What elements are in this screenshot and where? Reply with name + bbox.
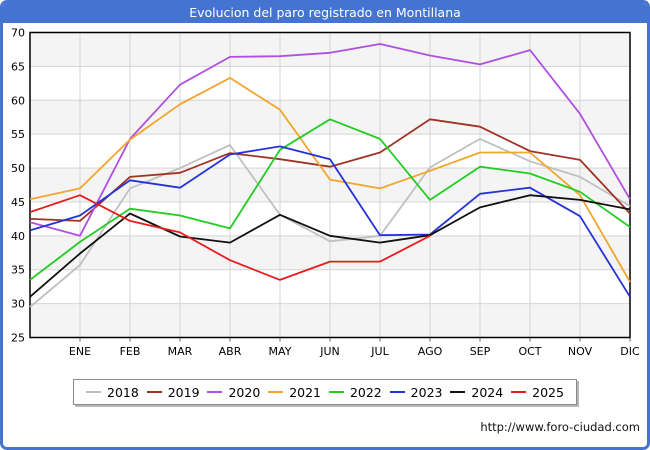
- x-tick-label: JUN: [319, 345, 340, 358]
- legend: 2018 2019 2020 2021 2022 2023 2024 2025: [73, 379, 577, 405]
- legend-label: 2019: [167, 384, 200, 400]
- legend-swatch: [511, 391, 527, 393]
- y-tick-label: 60: [11, 94, 25, 107]
- series-line-2021: [29, 77, 631, 283]
- legend-item-2022: 2022: [328, 384, 382, 400]
- legend-swatch: [268, 391, 284, 393]
- x-tick-label: OCT: [518, 345, 541, 358]
- legend-swatch: [450, 391, 466, 393]
- y-tick-label: 70: [11, 27, 25, 40]
- legend-item-2018: 2018: [86, 385, 139, 400]
- series-line-2018: [29, 137, 631, 308]
- x-tick-label: MAR: [168, 345, 193, 358]
- y-tick-label: 50: [11, 162, 25, 175]
- legend-item-2024: 2024: [450, 385, 503, 400]
- y-tick-label: 40: [11, 230, 25, 243]
- legend-swatch: [86, 391, 101, 393]
- plot-frame: [29, 31, 631, 339]
- series-line-2019: [29, 118, 631, 222]
- legend-label: 2020: [228, 384, 261, 400]
- legend-swatch: [146, 391, 162, 393]
- y-tick-label: 30: [11, 298, 25, 311]
- x-tick-label: AGO: [418, 345, 443, 358]
- legend-swatch: [389, 391, 405, 393]
- y-tick-label: 65: [11, 60, 25, 73]
- legend-label: 2022: [349, 384, 382, 400]
- legend-swatch: [207, 391, 223, 393]
- y-tick-label: 55: [11, 128, 25, 141]
- legend-label: 2018: [107, 384, 139, 400]
- x-tick-label: SEP: [470, 345, 491, 358]
- legend-item-2021: 2021: [268, 385, 321, 400]
- legend-swatch: [328, 391, 344, 393]
- y-tick-label: 25: [11, 332, 25, 345]
- footer-link[interactable]: http://www.foro-ciudad.com: [480, 420, 640, 434]
- legend-item-2025: 2025: [511, 385, 564, 400]
- legend-item-2019: 2019: [146, 384, 200, 400]
- legend-label: 2023: [410, 384, 443, 400]
- x-tick-label: MAY: [269, 345, 292, 358]
- x-tick-label: DIC: [620, 345, 640, 358]
- x-tick-label: JUL: [370, 345, 389, 358]
- legend-item-2020: 2020: [207, 385, 260, 400]
- x-tick-label: NOV: [568, 345, 593, 358]
- legend-label: 2024: [471, 384, 504, 400]
- legend-label: 2021: [289, 384, 322, 400]
- series-line-2022: [29, 118, 631, 281]
- series-line-2025: [29, 194, 431, 281]
- series-line-2023: [29, 145, 631, 298]
- page-title: Evolucion del paro registrado en Montill…: [3, 3, 647, 23]
- x-tick-label: ENE: [69, 345, 91, 358]
- legend-label: 2025: [532, 384, 564, 400]
- series-line-2024: [29, 194, 631, 298]
- legend-item-2023: 2023: [389, 384, 443, 400]
- x-tick-label: FEB: [120, 345, 141, 358]
- y-tick-label: 45: [11, 196, 25, 209]
- x-tick-label: ABR: [219, 345, 242, 358]
- y-tick-label: 35: [11, 264, 25, 277]
